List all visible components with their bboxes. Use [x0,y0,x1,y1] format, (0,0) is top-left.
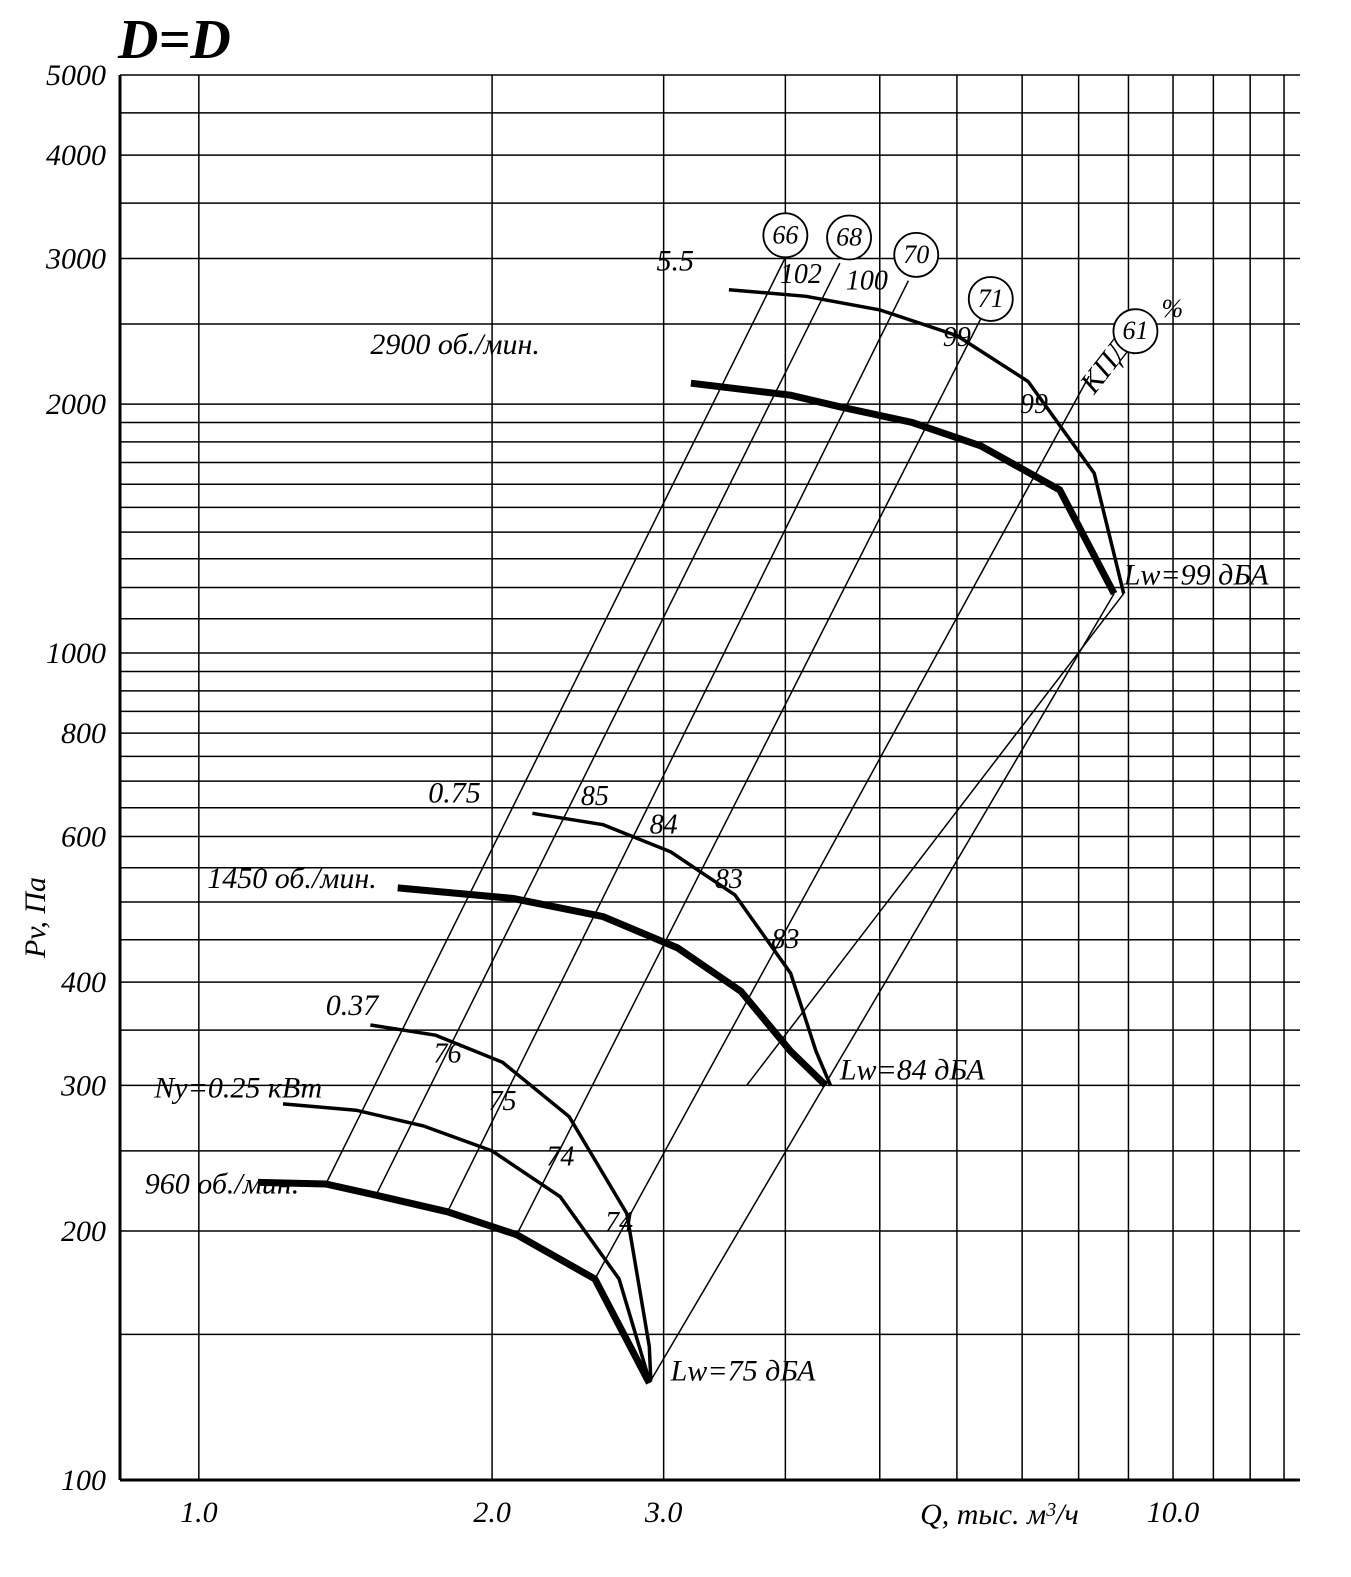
y-tick-label: 4000 [46,139,106,172]
noise-value: 99 [1020,389,1048,420]
chart-title: D=D [117,9,231,71]
annotation-p55: 5.5 [657,245,695,278]
noise-value: 75 [489,1086,517,1117]
noise-value: 74 [546,1142,574,1173]
annotation-lw75: Lw=75 дБА [670,1354,817,1387]
efficiency-ray [517,319,981,1235]
efficiency-badge-value: 71 [978,284,1004,313]
noise-value: 83 [715,864,743,895]
y-axis-title: Pv, Па [19,877,52,959]
noise-value: 102 [780,259,822,290]
annotation-rpm1450: 1450 об./мин. [207,862,377,895]
annotation-lw84: Lw=84 дБА [839,1053,986,1086]
y-tick-label: 400 [61,966,106,999]
efficiency-badge-value: 68 [836,223,862,252]
efficiency-badge-value: 66 [772,220,798,249]
annotation-rpm2900: 2900 об./мин. [370,328,540,361]
rpm-curve-main [398,888,826,1086]
x-tick-label: 2.0 [473,1496,511,1529]
rpm-curve-power [283,1104,649,1380]
y-tick-label: 300 [60,1069,106,1102]
efficiency-ray [326,258,786,1184]
rpm-curve-main [258,1182,649,1383]
x-axis-title: Q, тыс. м3/ч [920,1498,1079,1531]
annotation-rpm960: 960 об./мин. [145,1168,300,1201]
fan-performance-chart: D=D 100 200 300 400 600 800 1000 2000 3000 4000 500… [0,0,1351,1577]
noise-value: 76 [434,1038,462,1069]
annotation-p037: 0.37 [326,989,381,1022]
annotation-lw99: Lw=99 дБА [1123,559,1270,592]
noise-value: 84 [650,810,678,841]
x-tick-label: 1.0 [180,1496,218,1529]
annotation-ny025: Ny=0.25 кВт [153,1072,322,1105]
y-tick-label: 800 [61,717,106,750]
annotation-p075: 0.75 [428,776,481,809]
noise-value: 100 [846,266,888,297]
noise-value: 85 [581,781,609,812]
y-tick-label: 600 [61,820,106,853]
efficiency-badge-value: 70 [903,240,929,269]
x-tick-label: 3.0 [644,1496,683,1529]
y-tick-label: 3000 [45,242,106,275]
y-tick-label: 2000 [46,388,106,421]
y-tick-label: 200 [61,1215,106,1248]
y-tick-label: 5000 [46,59,106,92]
efficiency-badge-unit: % [1161,294,1183,323]
noise-value: 99 [943,322,971,353]
efficiency-badge-value: 61 [1122,316,1148,345]
y-tick-label: 1000 [46,637,106,670]
noise-value: 74 [605,1207,633,1238]
y-tick-label: 100 [61,1464,106,1497]
noise-value: 83 [771,924,799,955]
x-tick-label: 10.0 [1147,1496,1200,1529]
